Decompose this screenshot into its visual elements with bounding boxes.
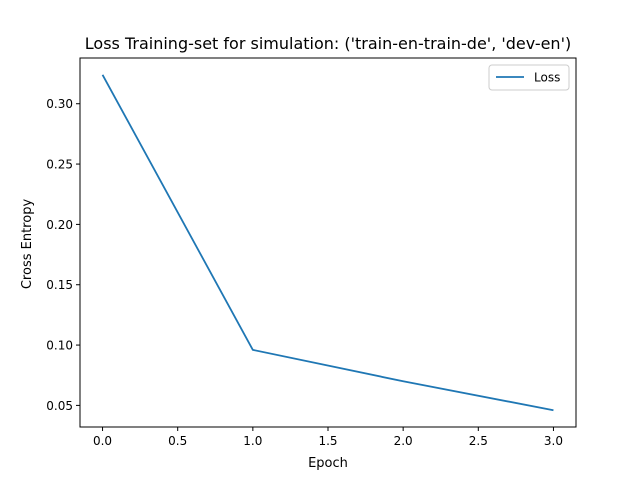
y-tick-label: 0.15 <box>46 278 73 292</box>
y-tick-label: 0.25 <box>46 158 73 172</box>
legend: Loss <box>488 64 570 91</box>
x-tick-label: 0.5 <box>168 434 187 448</box>
x-tick-label: 3.0 <box>544 434 563 448</box>
y-tick-label: 0.20 <box>46 218 73 232</box>
x-tick-label: 1.5 <box>318 434 337 448</box>
y-tick-label: 0.30 <box>46 97 73 111</box>
chart-title: Loss Training-set for simulation: ('trai… <box>85 34 571 53</box>
x-tick-label: 2.5 <box>469 434 488 448</box>
x-tick-label: 1.0 <box>243 434 262 448</box>
x-axis-label: Epoch <box>308 456 348 471</box>
plot-area: 0.0 0.5 1.0 1.5 2.0 2.5 3.0 0.05 0.10 0.15 0.20 0.2… <box>46 57 577 448</box>
x-tick-label: 2.0 <box>394 434 413 448</box>
legend-label: Loss <box>534 71 560 85</box>
series-line-loss <box>101 74 554 412</box>
x-tick-label: 0.0 <box>93 434 112 448</box>
y-axis-label: Cross Entropy <box>20 199 35 290</box>
legend-box <box>488 64 570 91</box>
y-tick-label: 0.05 <box>46 399 73 413</box>
y-tick-label: 0.10 <box>46 339 73 353</box>
